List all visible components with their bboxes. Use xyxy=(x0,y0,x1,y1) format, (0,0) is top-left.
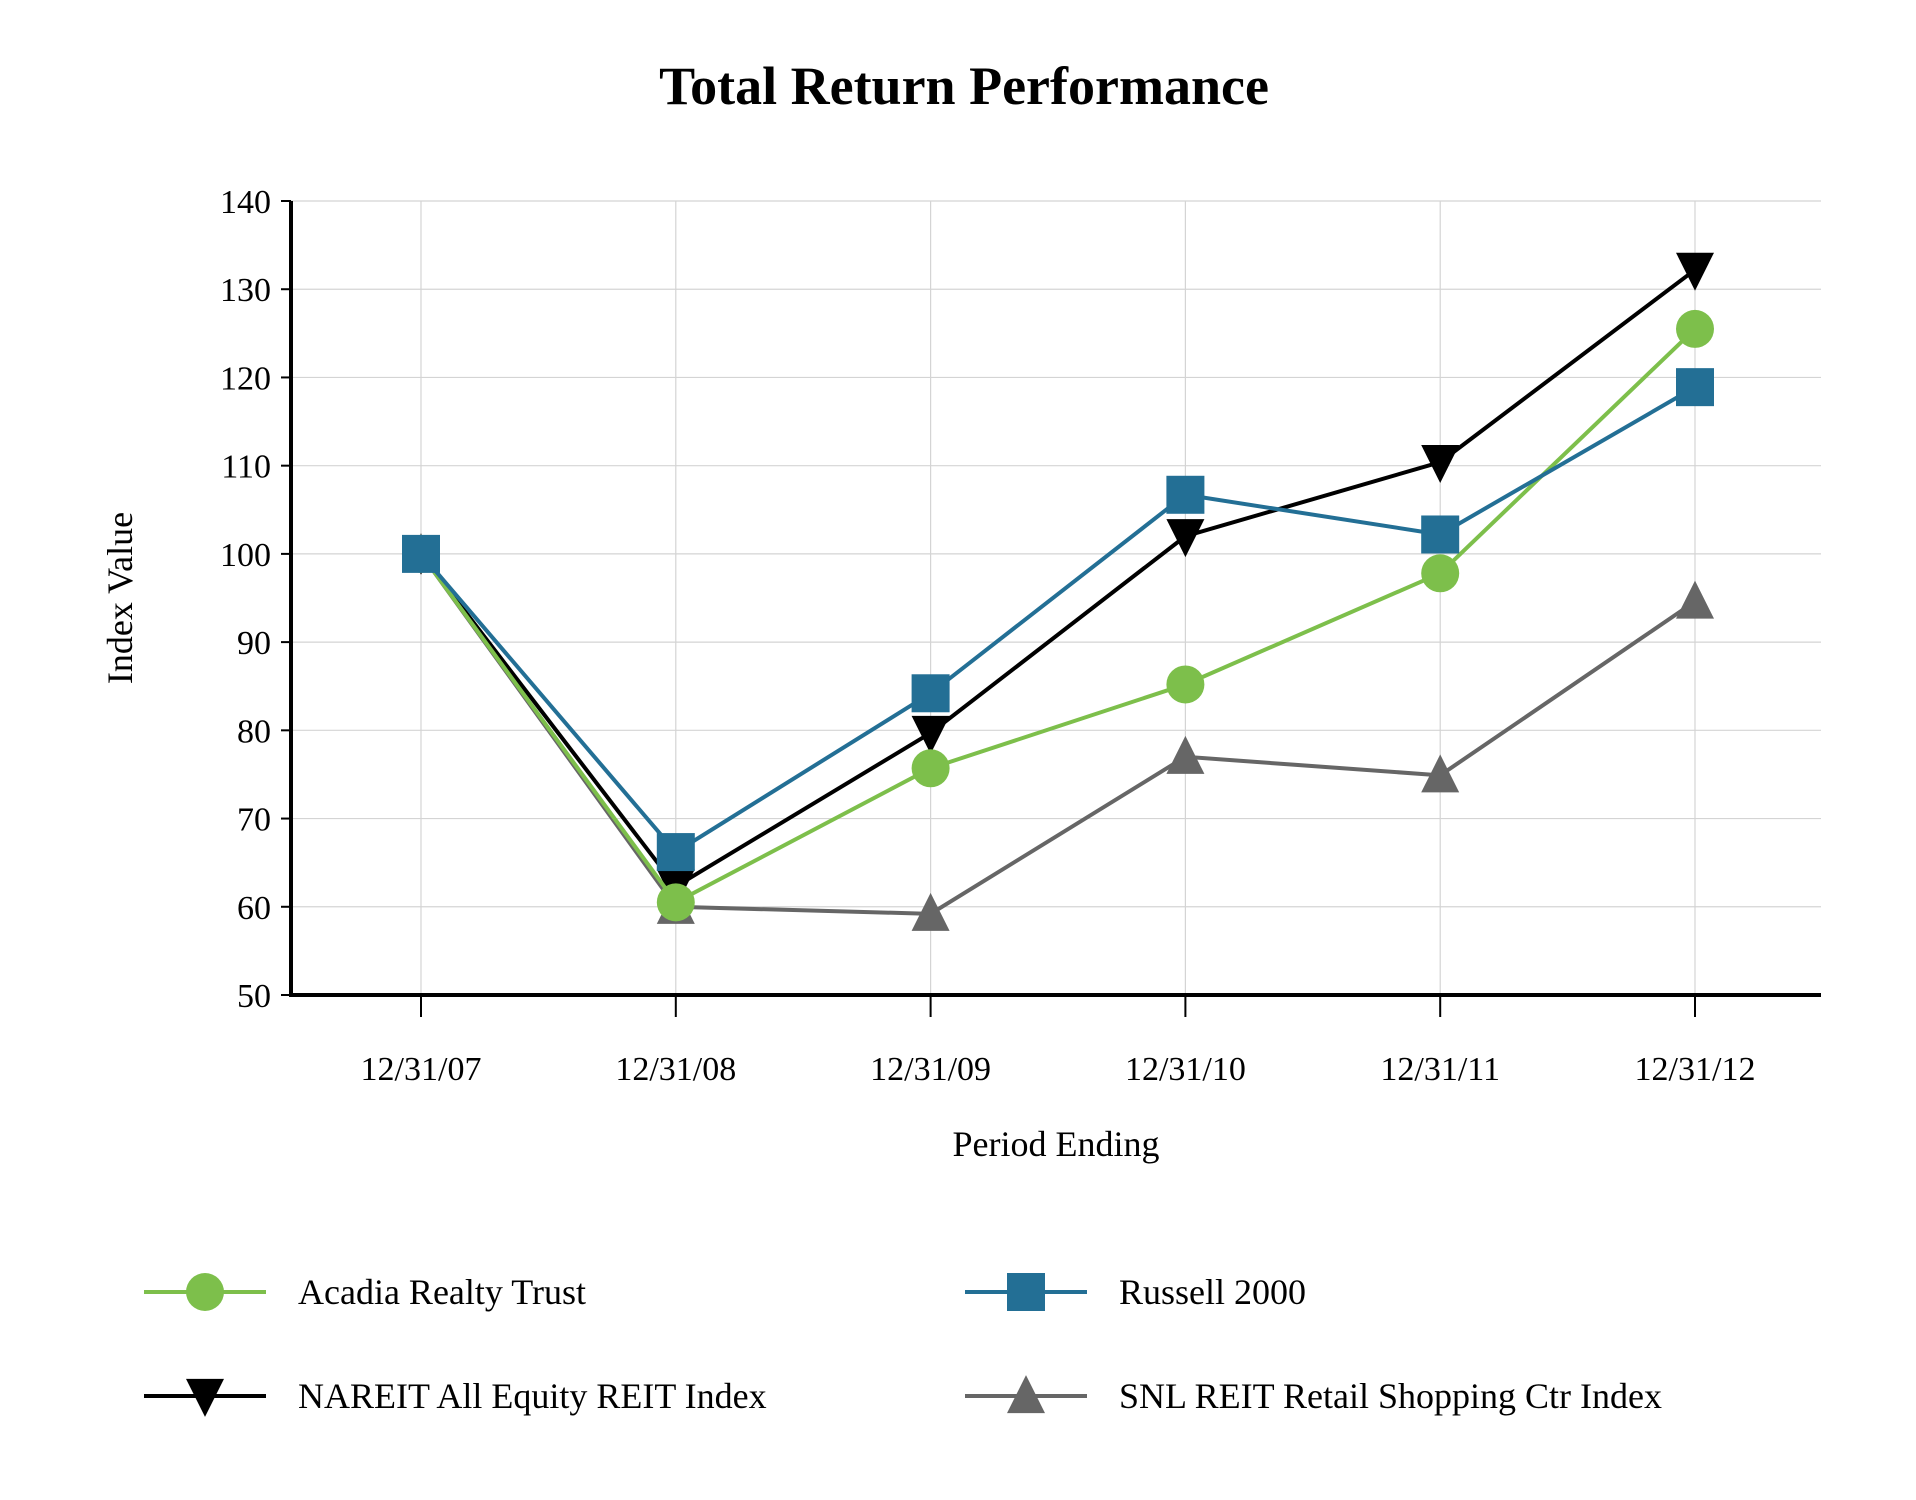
y-tick-label: 90 xyxy=(237,625,271,662)
chart-title: Total Return Performance xyxy=(659,56,1269,116)
series-line xyxy=(419,385,1697,855)
y-tick-label: 110 xyxy=(221,449,271,486)
y-tick-label: 100 xyxy=(220,537,271,574)
circle-marker xyxy=(656,883,695,922)
x-tick-label: 12/31/12 xyxy=(1635,1051,1756,1088)
triangle-up-marker xyxy=(1421,754,1460,793)
triangle-down-marker xyxy=(911,715,950,754)
legend-item: Russell 2000 xyxy=(965,1272,1306,1312)
circle-marker xyxy=(1166,665,1205,704)
legend-label: Acadia Realty Trust xyxy=(298,1272,586,1312)
y-tick-label: 140 xyxy=(220,184,271,221)
square-marker xyxy=(1007,1273,1045,1311)
tick-labels: 50 60 70 80 90 100 110 120 130 140 12/31/07 12/31/0… xyxy=(220,184,1755,1088)
series-line xyxy=(419,552,1697,916)
series-line xyxy=(419,327,1697,905)
triangle-down-marker xyxy=(1166,519,1205,558)
legend-label: SNL REIT Retail Shopping Ctr Index xyxy=(1119,1376,1662,1416)
legend: Acadia Realty Trust Russell 2000 NAREIT Al… xyxy=(144,1272,1662,1417)
series-nareit-all-equity-reit-index xyxy=(402,252,1714,908)
legend-item: NAREIT All Equity REIT Index xyxy=(144,1376,767,1417)
circle-marker xyxy=(186,1273,224,1311)
triangle-down-marker xyxy=(1421,445,1460,484)
square-marker xyxy=(656,833,695,872)
circle-marker xyxy=(911,749,950,788)
y-tick-label: 60 xyxy=(237,890,271,927)
y-tick-label: 80 xyxy=(237,713,271,750)
triangle-up-marker xyxy=(1676,580,1714,619)
x-tick-label: 12/31/08 xyxy=(615,1051,736,1088)
y-tick-label: 50 xyxy=(237,978,271,1015)
square-marker xyxy=(1421,515,1460,554)
triangle-down-marker xyxy=(1676,252,1714,291)
y-axis-label: Index Value xyxy=(100,512,140,684)
x-tick-label: 12/31/10 xyxy=(1125,1051,1246,1088)
y-tick-label: 130 xyxy=(220,272,271,309)
square-marker xyxy=(1166,475,1205,514)
legend-item: Acadia Realty Trust xyxy=(144,1272,586,1312)
square-marker xyxy=(1676,368,1714,407)
square-marker xyxy=(911,674,950,713)
triangle-down-marker xyxy=(186,1378,224,1417)
y-tick-label: 70 xyxy=(237,802,271,839)
legend-label: NAREIT All Equity REIT Index xyxy=(298,1376,767,1416)
series-russell-2000 xyxy=(402,368,1714,872)
triangle-up-marker xyxy=(1166,735,1205,774)
circle-marker xyxy=(1421,554,1460,593)
triangle-up-marker xyxy=(911,892,950,931)
x-axis-label: Period Ending xyxy=(953,1124,1160,1164)
axes xyxy=(281,200,1821,1017)
square-marker xyxy=(402,534,440,573)
series-group xyxy=(402,252,1714,931)
circle-marker xyxy=(1676,309,1714,348)
triangle-up-marker xyxy=(1007,1375,1045,1414)
legend-label: Russell 2000 xyxy=(1119,1272,1306,1312)
x-tick-label: 12/31/07 xyxy=(361,1051,482,1088)
y-tick-label: 120 xyxy=(220,360,271,397)
x-tick-label: 12/31/11 xyxy=(1380,1051,1500,1088)
legend-item: SNL REIT Retail Shopping Ctr Index xyxy=(965,1375,1662,1416)
x-tick-label: 12/31/09 xyxy=(870,1051,991,1088)
series-line xyxy=(419,268,1697,890)
